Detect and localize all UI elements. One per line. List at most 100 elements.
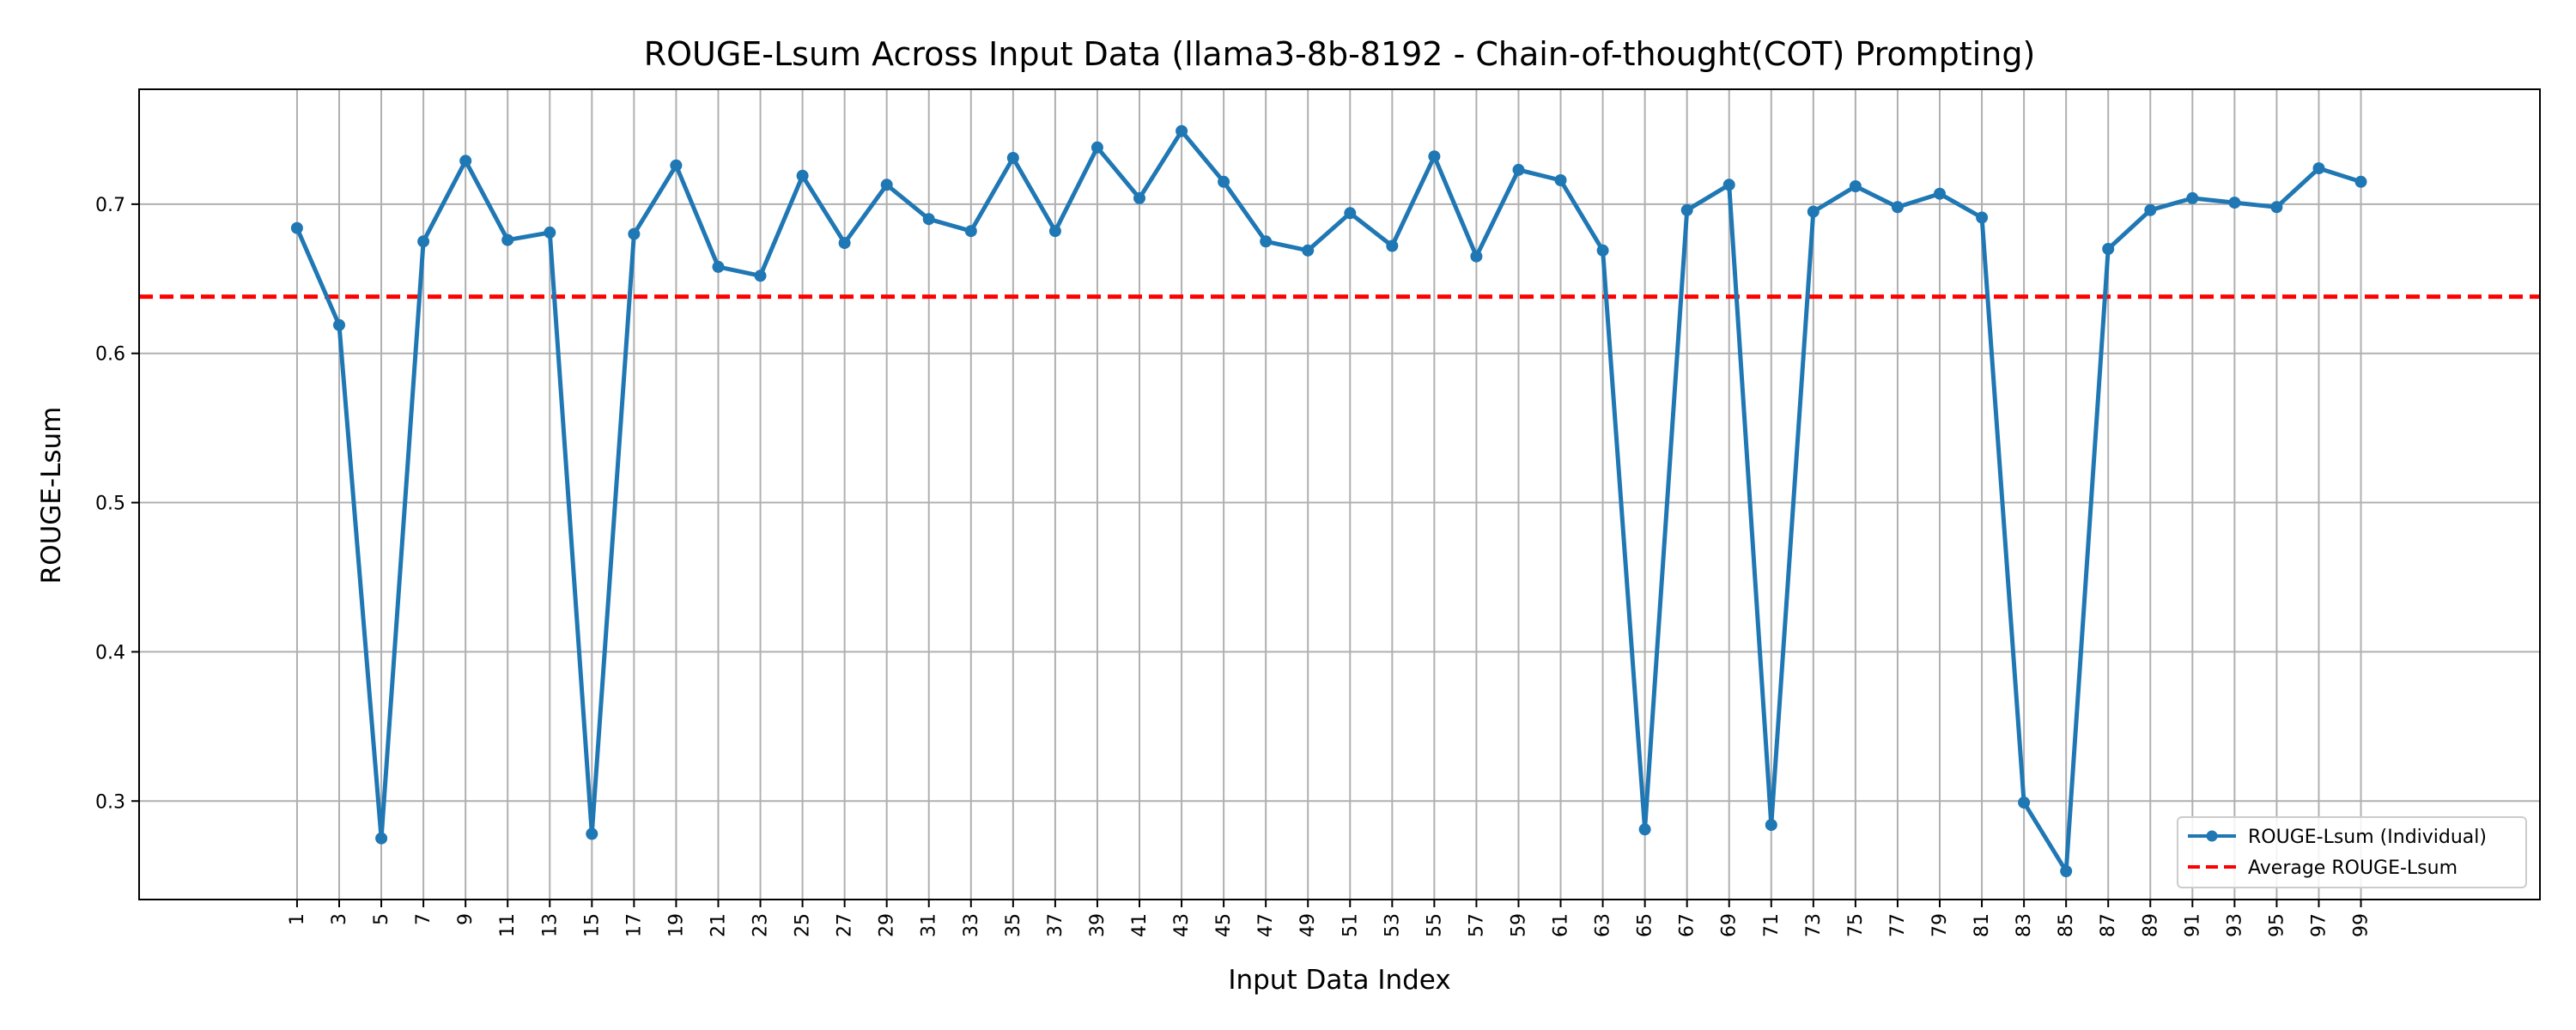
data-point — [290, 221, 303, 234]
x-tick-label: 85 — [2056, 913, 2077, 937]
data-point — [1302, 244, 1315, 257]
data-point — [544, 226, 556, 239]
data-point — [796, 169, 809, 182]
data-point — [1344, 207, 1357, 220]
x-tick-label: 7 — [413, 913, 434, 925]
x-tick-label: 65 — [1635, 913, 1656, 937]
x-tick-label: 29 — [877, 913, 898, 937]
x-tick-label: 79 — [1929, 913, 1951, 937]
data-point — [838, 237, 851, 250]
data-point — [1260, 235, 1273, 248]
y-tick-label: 0.5 — [95, 494, 125, 515]
x-tick-label: 81 — [1971, 913, 1993, 937]
data-point — [754, 270, 767, 282]
y-tick-label: 0.6 — [95, 344, 125, 366]
x-tick-label: 11 — [497, 913, 519, 937]
data-point — [333, 318, 345, 331]
data-point — [1638, 823, 1651, 836]
x-tick-label: 91 — [2182, 913, 2203, 937]
data-point — [1765, 819, 1777, 832]
x-tick-label: 47 — [1255, 913, 1277, 937]
legend-label-individual: ROUGE-Lsum (Individual) — [2248, 827, 2487, 848]
data-point — [1807, 205, 1820, 218]
data-point — [1891, 201, 1904, 214]
x-tick-label: 95 — [2266, 913, 2287, 937]
x-tick-label: 51 — [1340, 913, 1361, 937]
x-tick-label: 59 — [1508, 913, 1529, 937]
x-tick-label: 17 — [623, 913, 645, 937]
plot-area-frame — [138, 88, 2541, 900]
x-tick-label: 27 — [835, 913, 856, 937]
data-point — [628, 227, 641, 240]
x-tick-label: 87 — [2098, 913, 2119, 937]
x-tick-label: 39 — [1087, 913, 1109, 937]
chart-title: ROUGE-Lsum Across Input Data (llama3-8b-… — [644, 35, 2036, 73]
data-point — [1006, 152, 1019, 164]
data-point — [1428, 150, 1441, 163]
data-point — [2354, 175, 2367, 188]
data-point — [1934, 187, 1946, 200]
series-line — [295, 129, 2362, 874]
data-point — [712, 260, 725, 273]
data-point — [1596, 244, 1609, 257]
x-tick-label: 37 — [1045, 913, 1066, 937]
x-tick-label: 13 — [539, 913, 561, 937]
data-point — [2060, 865, 2073, 877]
x-tick-label: 3 — [329, 913, 350, 925]
legend-box — [2177, 816, 2527, 888]
x-tick-label: 69 — [1719, 913, 1741, 937]
x-tick-label: 83 — [2014, 913, 2035, 937]
y-tick-label: 0.4 — [95, 642, 125, 663]
x-tick-label: 67 — [1677, 913, 1698, 937]
data-point — [2312, 162, 2325, 175]
x-tick-label: 71 — [1761, 913, 1783, 937]
data-point — [1849, 180, 1862, 192]
x-tick-label: 61 — [1551, 913, 1572, 937]
x-tick-label: 75 — [1845, 913, 1867, 937]
data-point — [375, 832, 388, 845]
x-tick-label: 5 — [371, 913, 392, 925]
x-tick-label: 41 — [1129, 913, 1151, 937]
data-point — [1680, 203, 1693, 216]
data-point — [1218, 175, 1230, 188]
x-tick-label: 31 — [919, 913, 940, 937]
x-tick-label: 9 — [455, 913, 477, 925]
data-point — [1386, 239, 1399, 252]
data-point — [1176, 124, 1188, 137]
data-point — [2102, 243, 2115, 255]
data-point — [417, 235, 430, 248]
x-tick-label: 77 — [1887, 913, 1909, 937]
data-point — [2186, 191, 2199, 204]
y-tick-label: 0.3 — [95, 791, 125, 813]
x-tick-label: 15 — [581, 913, 603, 937]
data-point — [501, 233, 514, 246]
x-tick-label: 33 — [961, 913, 982, 937]
x-tick-label: 53 — [1382, 913, 1403, 937]
x-tick-label: 93 — [2224, 913, 2245, 937]
data-point — [2270, 201, 2283, 214]
x-tick-label: 23 — [750, 913, 772, 937]
x-tick-label: 55 — [1424, 913, 1445, 937]
data-series — [290, 124, 2367, 877]
data-point — [1133, 191, 1145, 204]
data-point — [1554, 174, 1567, 186]
x-tick-label: 19 — [665, 913, 687, 937]
x-tick-label: 73 — [1803, 913, 1825, 937]
x-tick-label: 45 — [1213, 913, 1235, 937]
data-point — [1048, 225, 1061, 238]
x-tick-label: 43 — [1171, 913, 1193, 937]
data-point — [1722, 179, 1735, 191]
y-axis-label: ROUGE-Lsum — [36, 407, 67, 585]
x-tick-label: 35 — [1003, 913, 1024, 937]
x-tick-label: 99 — [2351, 913, 2372, 937]
data-point — [1091, 141, 1103, 154]
x-tick-label: 49 — [1297, 913, 1319, 937]
data-point — [670, 159, 683, 172]
legend-series-marker — [2206, 830, 2218, 842]
x-tick-label: 63 — [1593, 913, 1614, 937]
x-axis-ticks: 1 3 5 7 9 11 13 15 17 19 21 23 25 27 29 31 33 35 37 39 41 43 4… — [287, 900, 2372, 937]
data-point — [1976, 211, 1989, 224]
legend-label-average: Average ROUGE-Lsum — [2248, 857, 2458, 879]
